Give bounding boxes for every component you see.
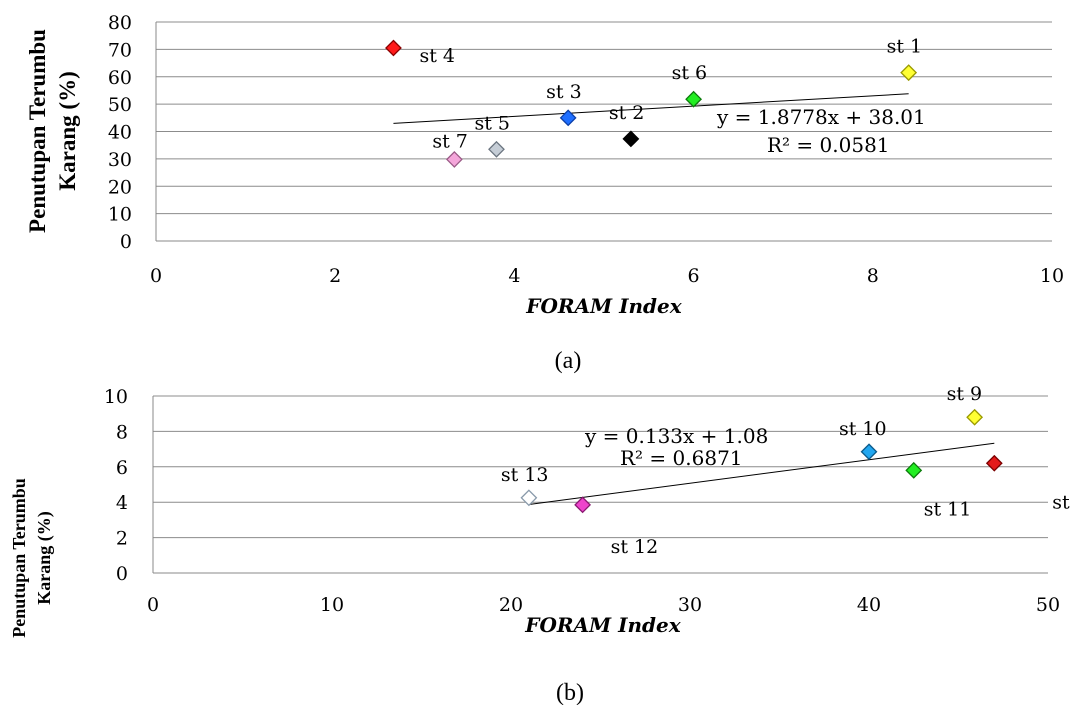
x-tick-label: 40 bbox=[857, 594, 881, 616]
point-label-st-10: st 10 bbox=[839, 418, 887, 440]
data-point-st-5 bbox=[488, 140, 505, 158]
chart-a-x-ticks: 0 2 4 6 8 10 bbox=[150, 265, 1064, 287]
y-tick-label: 2 bbox=[116, 528, 128, 550]
chart-a-equation: y = 1.8778x + 38.01 bbox=[716, 105, 926, 129]
data-point-st-8 bbox=[985, 454, 1003, 472]
y-tick-label: 50 bbox=[108, 94, 132, 116]
chart-a-x-axis-label: FORAM Index bbox=[525, 294, 682, 318]
chart-b-equation: y = 0.133x + 1.08 bbox=[584, 424, 768, 448]
point-label-st-1: st 1 bbox=[887, 36, 923, 58]
chart-b-trendline bbox=[528, 442, 995, 505]
x-tick-label: 10 bbox=[320, 594, 344, 616]
y-axis-label-line-2: Karang (%) bbox=[55, 71, 80, 190]
x-tick-label: 30 bbox=[678, 594, 702, 616]
y-tick-label: 40 bbox=[108, 122, 132, 144]
chart-a-points bbox=[385, 39, 918, 168]
data-point-st-10 bbox=[860, 443, 878, 461]
chart-b-x-axis-label: FORAM Index bbox=[524, 613, 681, 637]
data-point-st-9 bbox=[966, 408, 984, 426]
data-point-st-13 bbox=[520, 489, 538, 507]
x-tick-label: 6 bbox=[688, 265, 700, 287]
x-tick-label: 50 bbox=[1036, 594, 1060, 616]
point-label-st-9: st 9 bbox=[947, 383, 983, 405]
point-label-st-7: st 7 bbox=[432, 130, 468, 152]
y-tick-label: 30 bbox=[108, 149, 132, 171]
y-tick-label: 20 bbox=[108, 176, 132, 198]
data-point-st-6 bbox=[685, 90, 703, 108]
chart-b-r-squared: R² = 0.6871 bbox=[620, 446, 743, 470]
y-tick-label: 70 bbox=[108, 39, 132, 61]
data-point-st-1 bbox=[900, 64, 918, 82]
y-axis-label-line-1: Penutupan Terumbu bbox=[9, 478, 29, 638]
point-label-st-5: st 5 bbox=[474, 112, 510, 134]
chart-b-gridlines bbox=[153, 395, 1048, 539]
x-tick-label: 20 bbox=[499, 594, 523, 616]
point-label-st-13: st 13 bbox=[501, 464, 549, 486]
y-tick-label: 6 bbox=[116, 457, 128, 479]
point-label-st-4: st 4 bbox=[419, 45, 455, 67]
data-point-st-11 bbox=[905, 461, 923, 479]
x-tick-label: 8 bbox=[867, 265, 879, 287]
y-tick-label: 80 bbox=[108, 12, 132, 34]
data-point-st-7 bbox=[445, 151, 463, 168]
chart-a-point-labels: st 1 st 2 st 3 st 4 st 5 st 6 st 7 bbox=[419, 36, 922, 153]
x-tick-label: 0 bbox=[147, 594, 159, 616]
y-axis-label-line-2: Karang (%) bbox=[34, 511, 55, 605]
chart-a-gridlines bbox=[156, 21, 1052, 215]
y-tick-label: 60 bbox=[108, 67, 132, 89]
y-tick-label: 4 bbox=[116, 492, 128, 514]
chart-a-trendline bbox=[393, 93, 909, 124]
chart-a-y-ticks: 0 10 20 30 40 50 60 70 80 bbox=[108, 12, 132, 253]
chart-b-x-ticks: 0 10 20 30 40 50 bbox=[147, 594, 1060, 616]
y-tick-label: 0 bbox=[116, 563, 128, 585]
data-point-st-3 bbox=[559, 109, 577, 127]
x-tick-label: 4 bbox=[508, 265, 520, 287]
data-point-st-4 bbox=[385, 39, 402, 57]
y-tick-label: 10 bbox=[108, 204, 132, 226]
x-tick-label: 0 bbox=[150, 265, 162, 287]
y-tick-label: 0 bbox=[120, 231, 132, 253]
x-tick-label: 2 bbox=[329, 265, 341, 287]
chart-a-r-squared: R² = 0.0581 bbox=[767, 133, 890, 157]
chart-b-panel-label: (b) bbox=[556, 680, 584, 705]
point-label-st-11: st 11 bbox=[924, 498, 972, 520]
point-label-st-3: st 3 bbox=[546, 81, 582, 103]
point-label-st-2: st 2 bbox=[609, 102, 645, 124]
y-axis-label-line-1: Penutupan Terumbu bbox=[25, 29, 50, 233]
point-label-st-12: st 12 bbox=[611, 536, 659, 558]
y-tick-label: 10 bbox=[104, 386, 128, 408]
x-tick-label: 10 bbox=[1040, 265, 1064, 287]
chart-a-panel-label: (a) bbox=[555, 348, 582, 374]
chart-b-y-ticks: 0 2 4 6 8 10 bbox=[104, 386, 128, 585]
chart-b-points bbox=[520, 408, 1003, 514]
data-point-st-12 bbox=[574, 496, 592, 514]
y-tick-label: 8 bbox=[116, 421, 128, 443]
point-label-st-8: st 8 bbox=[1052, 491, 1076, 513]
chart-b-point-labels: st 8 st 9 st 10 st 11 st 12 st 13 bbox=[501, 383, 1076, 558]
point-label-st-6: st 6 bbox=[672, 62, 708, 84]
data-point-st-2 bbox=[622, 130, 640, 148]
